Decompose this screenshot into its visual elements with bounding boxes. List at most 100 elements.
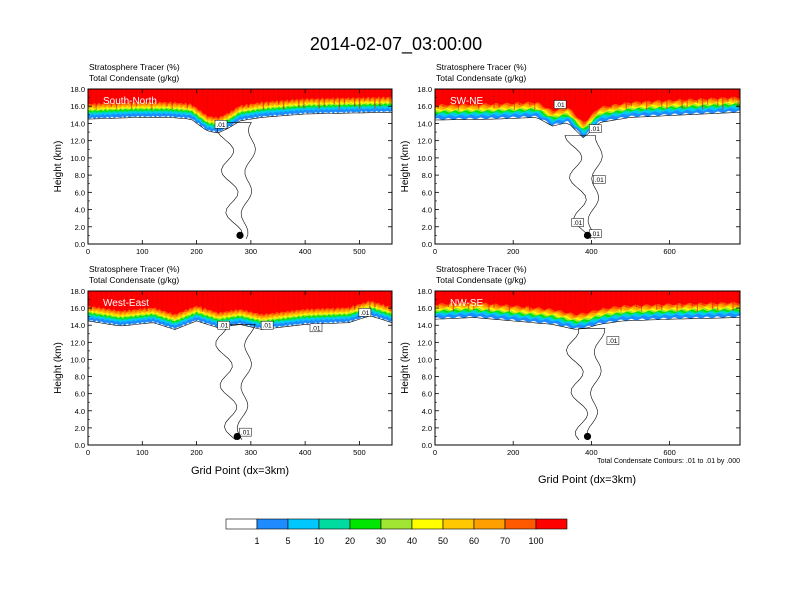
tracer-streak bbox=[727, 89, 729, 102]
tracer-streak bbox=[646, 89, 648, 110]
tracer-streak bbox=[640, 89, 643, 104]
panel-nw-se: Stratosphere Tracer (%)Total Condensate … bbox=[400, 264, 741, 457]
tracer-streak bbox=[343, 291, 346, 303]
tracer-streak bbox=[569, 291, 571, 306]
y-tick-label: 12.0 bbox=[70, 137, 85, 146]
tracer-streak bbox=[308, 89, 310, 101]
contour-label: .01 bbox=[556, 102, 565, 109]
contour-label: .01 bbox=[595, 177, 604, 184]
tracer-streak bbox=[686, 89, 688, 108]
location-marker bbox=[236, 231, 244, 239]
tracer-streak bbox=[656, 291, 658, 310]
tracer-streak bbox=[732, 89, 734, 101]
tracer-streak bbox=[549, 89, 551, 108]
tracer-streak bbox=[348, 89, 351, 100]
y-axis-label: Height (km) bbox=[400, 141, 411, 193]
y-tick-label: 2.0 bbox=[75, 424, 85, 433]
tracer-streak bbox=[191, 89, 194, 108]
tracer-streak bbox=[722, 291, 724, 303]
x-tick-label: 600 bbox=[663, 247, 676, 256]
tracer-streak bbox=[513, 89, 515, 110]
x-tick-label: 100 bbox=[136, 247, 149, 256]
tracer-streak bbox=[151, 89, 153, 110]
y-tick-label: 10.0 bbox=[417, 154, 432, 163]
tracer-streak bbox=[308, 291, 310, 305]
tracer-streak bbox=[156, 291, 158, 302]
tracer-streak bbox=[600, 89, 602, 100]
tracer-streak bbox=[146, 291, 148, 312]
tracer-streak bbox=[278, 89, 280, 105]
tracer-streak bbox=[338, 89, 340, 110]
y-tick-label: 8.0 bbox=[75, 171, 85, 180]
colorbar-label: 40 bbox=[407, 536, 417, 546]
colorbar-swatch bbox=[318, 518, 351, 530]
contour-label: .01 bbox=[311, 325, 320, 332]
tracer-streak bbox=[166, 89, 168, 107]
tracer-streak bbox=[181, 89, 183, 101]
tracer-streak bbox=[539, 89, 541, 103]
tracer-field bbox=[88, 291, 392, 445]
tracer-streak bbox=[227, 89, 229, 110]
y-tick-label: 16.0 bbox=[417, 304, 432, 313]
tracer-streak bbox=[369, 89, 371, 101]
tracer-streak bbox=[359, 291, 361, 303]
tracer-streak bbox=[90, 89, 92, 105]
tracer-streak bbox=[262, 89, 264, 110]
tracer-streak bbox=[136, 89, 138, 107]
panel-name-label: West-East bbox=[103, 298, 149, 309]
y-tick-label: 4.0 bbox=[422, 407, 432, 416]
x-tick-label: 300 bbox=[245, 448, 258, 457]
tracer-streak bbox=[343, 89, 346, 104]
y-tick-label: 16.0 bbox=[417, 102, 432, 111]
tracer-streak bbox=[610, 89, 612, 109]
y-tick-label: 10.0 bbox=[70, 154, 85, 163]
tracer-streak bbox=[323, 89, 325, 107]
contour-label-box bbox=[571, 218, 584, 227]
tracer-streak bbox=[181, 291, 183, 312]
tracer-streak bbox=[676, 89, 678, 101]
contour-label: .01 bbox=[608, 338, 617, 345]
colorbar-swatch bbox=[287, 518, 320, 530]
tracer-streak bbox=[722, 89, 724, 110]
tracer-streak bbox=[105, 89, 107, 100]
tracer-streak bbox=[590, 89, 592, 110]
tracer-streak bbox=[651, 89, 653, 104]
tracer-streak bbox=[237, 291, 239, 311]
tracer-streak bbox=[298, 89, 300, 108]
tracer-streak bbox=[374, 89, 376, 109]
plume-contour bbox=[564, 135, 603, 239]
x-tick-label: 500 bbox=[353, 247, 366, 256]
tracer-streak bbox=[186, 291, 188, 308]
tracer-streak bbox=[318, 291, 320, 307]
tracer-streak bbox=[217, 89, 219, 100]
tracer-streak bbox=[100, 291, 102, 303]
tracer-streak bbox=[161, 291, 163, 310]
tracer-streak bbox=[95, 89, 97, 110]
y-tick-label: 14.0 bbox=[70, 119, 85, 128]
tracer-streak bbox=[364, 291, 366, 305]
tracer-streak bbox=[508, 89, 510, 103]
figure-title: 2014-02-07_03:00:00 bbox=[310, 34, 482, 55]
tracer-streak bbox=[222, 291, 224, 311]
colorbar-label: 30 bbox=[376, 536, 386, 546]
tracer-streak bbox=[635, 89, 637, 100]
tracer-streak bbox=[656, 89, 658, 100]
y-tick-label: 4.0 bbox=[75, 206, 85, 215]
tracer-streak bbox=[452, 291, 454, 312]
tracer-streak bbox=[503, 89, 505, 100]
panel-name-label: SW-NE bbox=[450, 96, 483, 107]
tracer-streak bbox=[574, 89, 576, 106]
tracer-streak bbox=[267, 89, 270, 106]
plume-contour bbox=[216, 122, 256, 239]
x-tick-label: 0 bbox=[433, 247, 437, 256]
tracer-streak bbox=[524, 291, 526, 309]
tracer-streak bbox=[666, 89, 668, 109]
tracer-band-10 bbox=[435, 89, 740, 122]
y-tick-label: 14.0 bbox=[417, 119, 432, 128]
contour-label-box bbox=[592, 175, 606, 184]
tracer-streak bbox=[701, 291, 704, 305]
tracer-streak bbox=[141, 89, 143, 100]
contour-label-box bbox=[553, 100, 567, 109]
tracer-streak bbox=[257, 89, 259, 103]
